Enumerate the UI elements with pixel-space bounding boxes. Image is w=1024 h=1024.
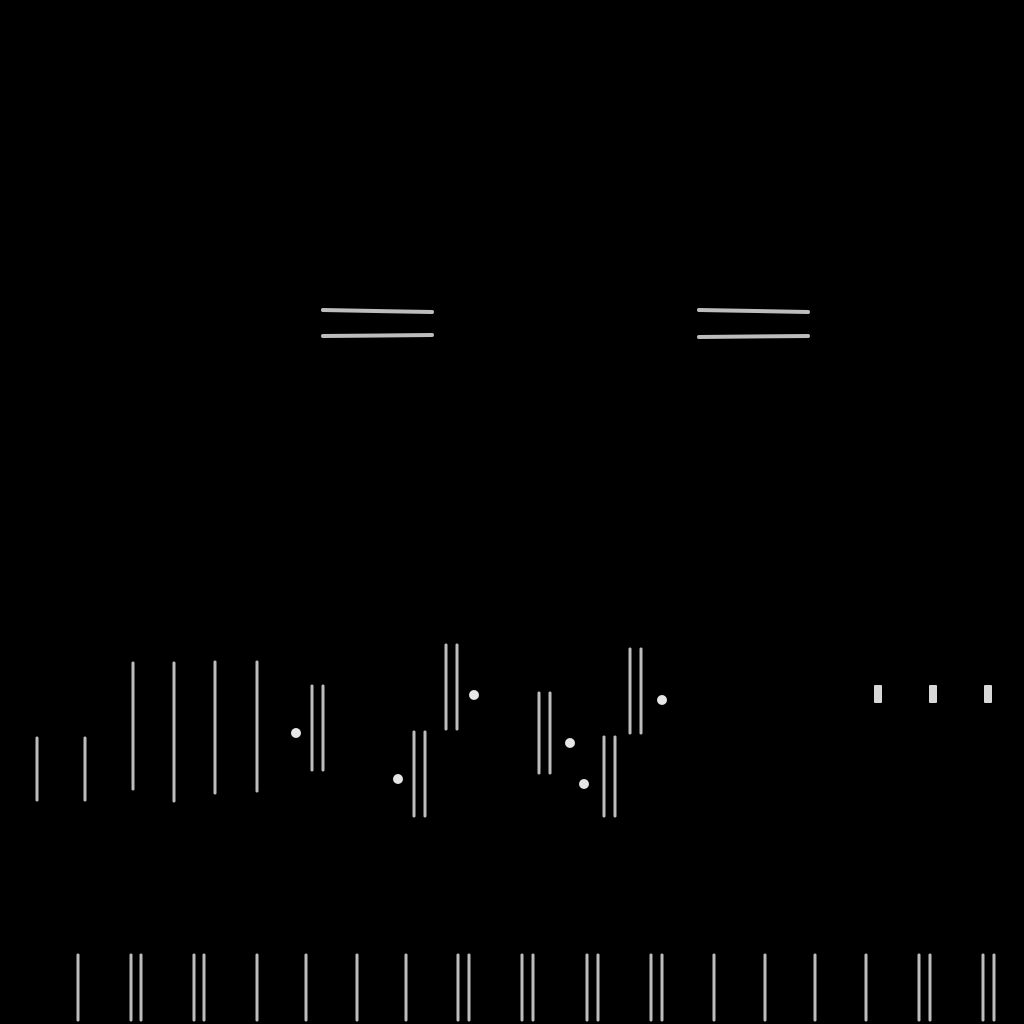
dot xyxy=(291,728,301,738)
upper-bars xyxy=(321,308,810,339)
dot xyxy=(565,738,575,748)
small-block xyxy=(929,685,937,703)
double-vertical-line xyxy=(444,643,459,731)
dot xyxy=(393,774,403,784)
double-vertical-line xyxy=(310,684,325,772)
left-double-bar xyxy=(321,308,434,338)
small-block xyxy=(874,685,882,703)
middle-cluster xyxy=(35,643,643,818)
small-block xyxy=(984,685,992,703)
dots xyxy=(291,690,667,789)
bottom-row xyxy=(76,953,996,1022)
double-vertical-line xyxy=(628,647,643,735)
right-double-bar xyxy=(697,308,810,339)
dot xyxy=(657,695,667,705)
small-blocks xyxy=(874,685,992,703)
double-vertical-line xyxy=(602,735,617,818)
double-vertical-line xyxy=(412,730,427,818)
dot xyxy=(579,779,589,789)
dot xyxy=(469,690,479,700)
double-vertical-line xyxy=(537,691,552,775)
